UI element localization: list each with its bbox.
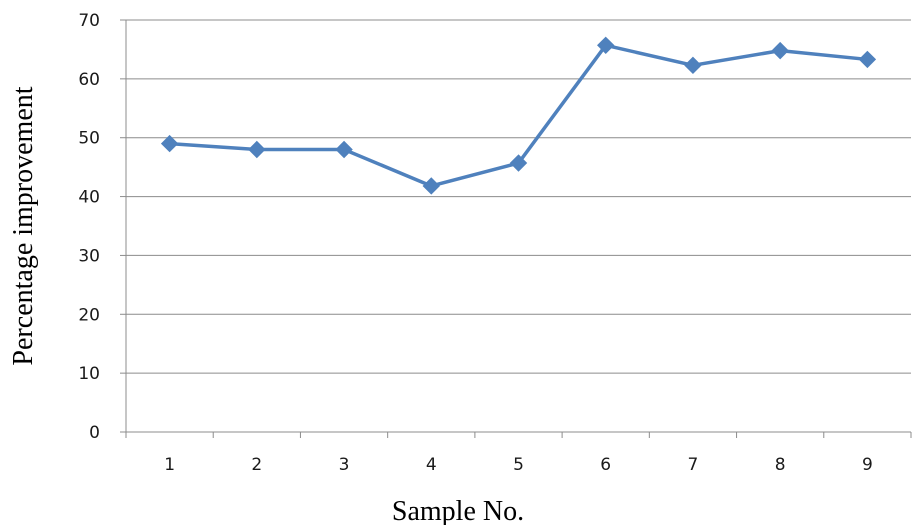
x-tick-label: 7 — [688, 455, 699, 475]
y-tick-labels: 0 10 20 30 40 50 60 70 — [78, 11, 100, 443]
y-tick-label: 10 — [78, 364, 100, 384]
y-axis-title: Percentage improvement — [8, 86, 39, 365]
x-tick-label: 6 — [600, 455, 611, 475]
data-point-marker — [248, 140, 266, 159]
y-tick-label: 60 — [78, 70, 100, 90]
y-tick-label: 40 — [78, 188, 100, 208]
axes — [120, 19, 912, 438]
x-tick-label: 4 — [426, 455, 437, 475]
data-point-marker — [684, 56, 702, 75]
data-series — [160, 36, 877, 195]
x-tick-label: 5 — [513, 455, 524, 475]
x-tick-label: 2 — [251, 455, 262, 475]
x-tick-label: 3 — [339, 455, 350, 475]
data-point-marker — [335, 140, 353, 159]
data-point-marker — [422, 177, 440, 195]
x-axis-title: Sample No. — [392, 496, 524, 525]
y-tick-label: 30 — [78, 246, 100, 266]
data-point-marker — [509, 154, 528, 172]
gridlines — [126, 19, 911, 374]
data-point-marker — [771, 41, 789, 60]
y-tick-label: 20 — [78, 305, 100, 325]
x-tick-labels: 1 2 3 4 5 6 7 8 9 — [164, 455, 873, 475]
data-point-marker — [160, 134, 179, 153]
y-tick-label: 50 — [78, 129, 100, 149]
data-point-marker — [858, 50, 877, 69]
x-tick-label: 1 — [164, 455, 175, 475]
x-tick-label: 9 — [862, 455, 873, 475]
data-point-marker — [597, 36, 615, 55]
y-tick-label: 70 — [78, 11, 100, 31]
y-tick-label: 0 — [89, 423, 100, 443]
x-tick-label: 8 — [775, 455, 786, 475]
